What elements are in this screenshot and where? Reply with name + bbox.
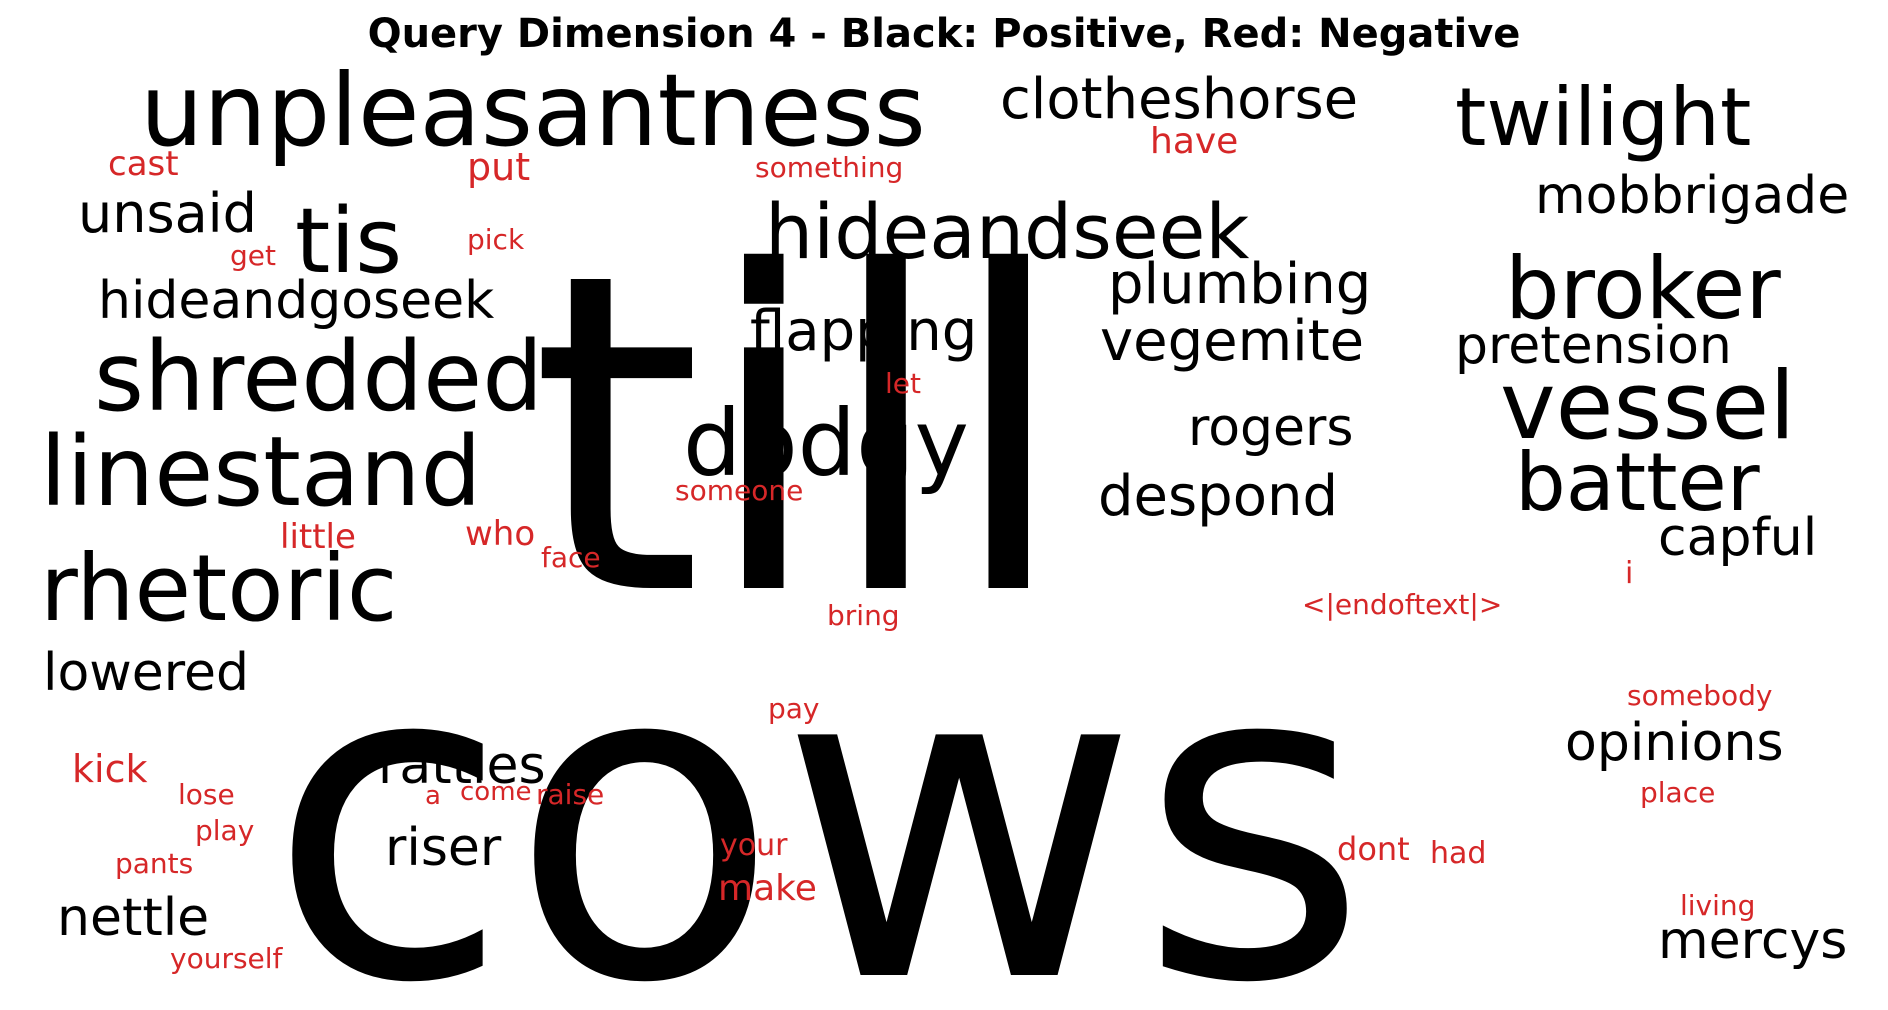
word-negative: someone [675,474,803,507]
word-negative: your [720,828,788,863]
word-negative: let [885,367,921,400]
word-positive: broker [1505,239,1781,339]
word-positive: pretension [1455,316,1732,376]
word-negative: yourself [170,942,284,975]
word-positive: shredded [94,321,543,433]
word-positive: vessel [1500,352,1795,461]
word-negative: kick [72,747,147,791]
word-negative: make [718,868,817,909]
word-negative: cast [108,144,179,184]
word-negative: pants [115,847,193,880]
word-positive: unpleasantness [140,52,926,169]
word-positive: mercys [1658,911,1847,971]
word-positive: till [530,180,1069,692]
word-negative: <|endoftext|> [1302,588,1502,621]
word-positive: clotheshorse [1000,67,1358,132]
word-positive: despond [1098,464,1338,529]
word-negative: face [541,541,601,574]
word-negative: i [1625,556,1633,591]
word-positive: unsaid [78,182,257,245]
word-positive: cows [268,567,1368,1010]
word-positive: mobbrigade [1535,166,1849,226]
word-negative: put [467,145,530,189]
word-positive: opinions [1565,713,1784,773]
word-negative: a [425,781,441,811]
word-positive: capful [1658,508,1817,568]
word-positive: rattles [378,736,546,796]
word-positive: rhetoric [40,535,397,642]
word-positive: lowered [43,643,249,703]
word-positive: plumbing [1108,252,1371,317]
word-positive: dodgy [683,390,969,497]
word-negative: somebody [1627,679,1772,712]
word-negative: bring [827,599,900,632]
chart-title: Query Dimension 4 - Black: Positive, Red… [367,11,1521,57]
word-negative: pay [768,692,820,725]
word-positive: nettle [57,888,209,948]
word-negative: play [195,814,254,847]
word-negative: dont [1337,830,1410,868]
word-positive: riser [385,818,502,878]
word-negative: come [460,777,532,807]
word-positive: hideandseek [765,187,1249,276]
word-negative: little [280,517,356,557]
word-negative: living [1680,889,1755,922]
word-positive: hideandgoseek [98,271,494,331]
word-positive: twilight [1455,71,1751,164]
word-negative: pick [467,223,525,256]
word-positive: rogers [1188,398,1354,458]
word-negative: lose [178,778,235,811]
word-negative: have [1150,121,1238,162]
word-positive: flapping [750,299,977,364]
word-negative: place [1640,776,1715,809]
word-negative: something [755,151,903,184]
word-negative: raise [536,778,604,811]
word-positive: batter [1515,436,1760,529]
word-negative: had [1430,836,1486,871]
word-positive: linestand [40,416,482,528]
word-negative: get [230,239,276,272]
word-negative: who [465,514,535,554]
word-positive: vegemite [1100,309,1364,374]
word-positive: tis [295,189,402,294]
